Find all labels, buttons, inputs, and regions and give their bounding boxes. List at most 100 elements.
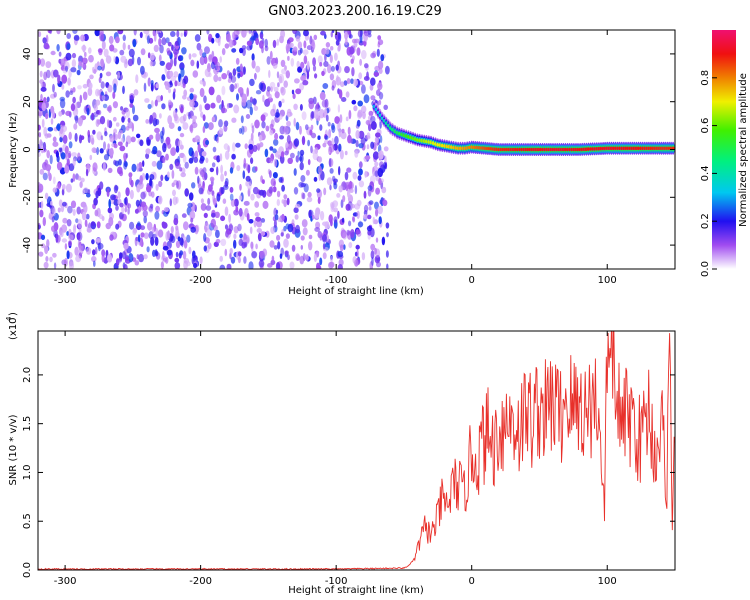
noise-blob	[165, 62, 172, 71]
noise-blob	[274, 91, 280, 99]
noise-blob	[323, 187, 327, 196]
noise-blob	[125, 141, 129, 148]
noise-blob	[224, 178, 229, 187]
noise-blob	[127, 117, 131, 123]
noise-blob	[149, 60, 154, 67]
noise-blob	[310, 124, 314, 130]
noise-blob	[368, 110, 374, 117]
noise-blob	[276, 38, 280, 46]
noise-blob	[238, 207, 243, 217]
noise-blob	[351, 99, 357, 105]
noise-blob	[236, 93, 239, 101]
noise-blob	[265, 125, 270, 132]
noise-blob	[38, 124, 41, 131]
noise-blob	[330, 65, 335, 72]
noise-blob	[214, 211, 220, 218]
noise-blob	[197, 183, 202, 189]
noise-blob	[383, 104, 389, 111]
x-tick-label: -100	[325, 275, 348, 286]
noise-blob	[324, 135, 329, 140]
colorbar: 0.0 0.2 0.4 0.6 0.8 Normalized spectral ampl…	[700, 30, 749, 277]
noise-blob	[145, 153, 150, 159]
noise-blob	[161, 74, 166, 81]
noise-blob	[69, 261, 74, 269]
noise-blob	[151, 226, 156, 234]
noise-blob	[138, 253, 145, 263]
noise-blob	[362, 111, 366, 120]
noise-blob	[77, 175, 82, 181]
noise-blob	[112, 91, 116, 99]
x-tick-label: 100	[598, 576, 617, 587]
noise-blob	[167, 142, 172, 149]
noise-blob	[197, 175, 200, 184]
noise-blob	[179, 116, 186, 124]
noise-blob	[62, 201, 67, 207]
noise-blob	[339, 149, 344, 160]
noise-blob	[121, 205, 125, 215]
noise-blob	[93, 197, 98, 206]
noise-blob	[260, 30, 264, 35]
noise-blob	[172, 196, 178, 206]
noise-blob	[318, 109, 325, 119]
noise-blob	[92, 129, 96, 135]
noise-blob	[129, 221, 135, 230]
noise-blob	[258, 259, 265, 268]
noise-blob	[150, 52, 155, 61]
noise-blob	[152, 112, 157, 121]
noise-blob	[229, 193, 234, 201]
y-tick-label: 0.5	[22, 513, 33, 529]
x-tick-label: 100	[598, 275, 617, 286]
noise-blob	[350, 229, 355, 239]
noise-blob	[367, 214, 372, 220]
noise-blob	[377, 167, 384, 178]
noise-blob	[324, 221, 330, 230]
noise-blob	[342, 232, 348, 240]
noise-blob	[151, 191, 155, 198]
noise-blob	[363, 204, 369, 213]
noise-blob	[374, 170, 379, 177]
noise-blob	[198, 187, 204, 195]
noise-blob	[338, 89, 343, 99]
noise-blob	[270, 108, 276, 117]
noise-blob	[132, 227, 138, 234]
noise-blob	[133, 89, 139, 96]
noise-blob	[308, 234, 313, 240]
noise-blob	[241, 125, 245, 135]
noise-blob	[199, 158, 204, 164]
noise-blob	[180, 172, 186, 178]
noise-blob	[250, 193, 255, 201]
y-tick-label: -20	[22, 189, 33, 205]
noise-blob	[140, 232, 145, 238]
noise-blob	[207, 242, 212, 250]
noise-blob	[371, 257, 374, 266]
noise-blob	[154, 236, 159, 246]
noise-blob	[375, 237, 379, 243]
noise-blob	[92, 162, 98, 172]
noise-blob	[77, 117, 83, 127]
noise-blob	[136, 163, 140, 173]
noise-blob	[338, 32, 342, 42]
noise-blob	[224, 224, 229, 230]
noise-blob	[148, 134, 154, 140]
noise-blob	[50, 200, 53, 206]
noise-blob	[310, 145, 313, 154]
noise-blob	[75, 218, 79, 224]
noise-blob	[254, 212, 260, 217]
colorbar-tick-label: 0.4	[700, 165, 711, 181]
noise-blob	[295, 88, 302, 95]
noise-blob	[358, 168, 363, 176]
noise-blob	[229, 167, 234, 174]
noise-blob	[181, 47, 187, 55]
noise-blob	[180, 32, 183, 37]
noise-blob	[99, 30, 104, 35]
noise-blob	[115, 122, 120, 127]
noise-blob	[308, 241, 313, 251]
noise-blob	[53, 69, 59, 78]
noise-blob	[363, 30, 370, 37]
noise-blob	[229, 248, 233, 255]
noise-blob	[174, 262, 181, 269]
noise-blob	[283, 80, 289, 88]
noise-blob	[231, 153, 236, 160]
noise-blob	[218, 76, 222, 82]
